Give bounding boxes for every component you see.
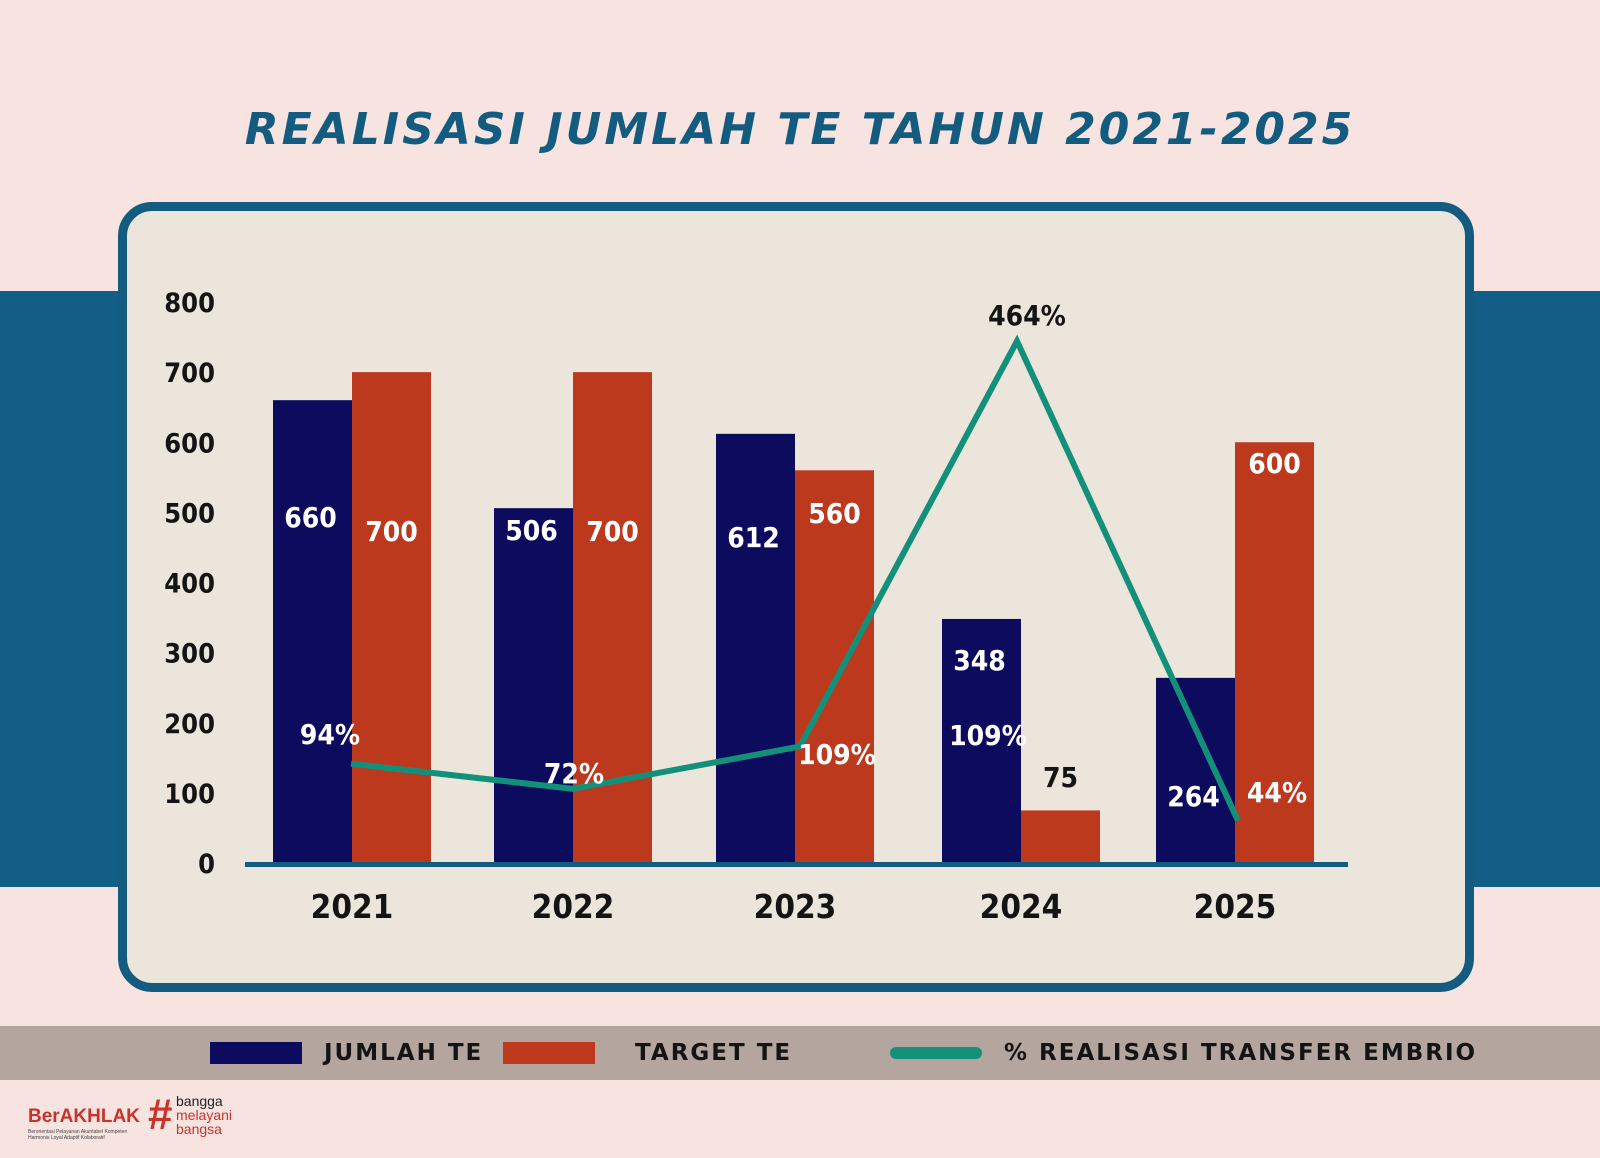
x-tick-label-2024: 2024 <box>980 887 1063 926</box>
bar-jumlah-te-2024 <box>942 618 1021 863</box>
y-tick-label: 200 <box>164 709 215 740</box>
bar-label-jumlah-te-2025: 264 <box>1167 780 1220 813</box>
logo-hash: # <box>148 1090 173 1139</box>
y-tick-label: 700 <box>164 358 215 389</box>
berakhlak-logo: BerAKHLAK Berorientasi Pelayanan Akuntab… <box>28 1092 258 1142</box>
x-tick-label-2025: 2025 <box>1194 887 1277 926</box>
bar-target-te-2024 <box>1021 810 1100 863</box>
y-tick-label: 600 <box>164 428 215 459</box>
bar-label-target-te-2022: 700 <box>586 515 639 548</box>
line-label-realisasi-2025: 44% <box>1247 776 1307 809</box>
logo-word-bangga: bangga <box>176 1093 223 1109</box>
line-label-realisasi-2022: 72% <box>544 757 604 790</box>
bar-label-jumlah-te-2021: 660 <box>284 501 337 534</box>
bar-jumlah-te-2025 <box>1156 677 1235 863</box>
bar-label-target-te-2024: 75 <box>1043 761 1078 794</box>
y-tick-label: 300 <box>164 639 215 670</box>
y-tick-label: 0 <box>198 849 215 880</box>
x-tick-label-2021: 2021 <box>311 887 394 926</box>
x-tick-label-2022: 2022 <box>532 887 615 926</box>
x-tick-label-2023: 2023 <box>754 887 837 926</box>
logo-word-bangsa: bangsa <box>176 1121 222 1137</box>
legend-item-target-te: TARGET TE <box>503 1026 792 1080</box>
bar-target-te-2021 <box>352 372 431 863</box>
bar-target-te-2025 <box>1235 442 1314 863</box>
bar-label-jumlah-te-2023: 612 <box>727 521 780 554</box>
bar-jumlah-te-2022 <box>494 508 573 863</box>
bar-target-te-2023 <box>795 470 874 863</box>
y-tick-label: 400 <box>164 569 215 600</box>
logo-brand: BerAKHLAK <box>28 1106 140 1127</box>
bar-label-target-te-2025: 600 <box>1248 447 1301 480</box>
x-axis-line <box>245 862 1348 867</box>
line-label-realisasi-2021: 94% <box>300 718 360 751</box>
legend-swatch-realisasi <box>890 1047 982 1059</box>
legend-label-jumlah-te: JUMLAH TE <box>324 1040 484 1066</box>
page-title: REALISASI JUMLAH TE TAHUN 2021-2025 <box>244 104 1356 155</box>
y-tick-label: 100 <box>164 779 215 810</box>
annotation-label-2024: 109% <box>949 719 1027 752</box>
bar-label-jumlah-te-2022: 506 <box>505 514 558 547</box>
legend-label-realisasi: % REALISASI TRANSFER EMBRIO <box>1004 1040 1478 1066</box>
legend-item-realisasi: % REALISASI TRANSFER EMBRIO <box>890 1026 1477 1080</box>
line-label-realisasi-2024: 464% <box>988 299 1066 332</box>
y-tick-label: 500 <box>164 498 215 529</box>
bar-label-target-te-2021: 700 <box>365 515 418 548</box>
legend: JUMLAH TE TARGET TE % REALISASI TRANSFER… <box>0 1026 1600 1080</box>
bar-label-target-te-2023: 560 <box>808 497 861 530</box>
legend-item-jumlah-te: JUMLAH TE <box>210 1026 483 1080</box>
legend-swatch-target-te <box>503 1042 595 1064</box>
line-realisasi-transfer-embrio <box>350 334 1241 823</box>
legend-swatch-jumlah-te <box>210 1042 302 1064</box>
logo-tagline: Berorientasi Pelayanan Akuntabel Kompete… <box>28 1129 128 1141</box>
line-label-realisasi-2023: 109% <box>798 738 876 771</box>
bar-jumlah-te-2021 <box>273 400 352 863</box>
legend-label-target-te: TARGET TE <box>635 1040 793 1066</box>
bar-jumlah-te-2023 <box>716 433 795 863</box>
y-tick-label: 800 <box>164 288 215 319</box>
logo-words: bangga melayani bangsa <box>176 1094 232 1136</box>
bar-label-jumlah-te-2024: 348 <box>953 644 1006 677</box>
logo-word-melayani: melayani <box>176 1107 233 1123</box>
